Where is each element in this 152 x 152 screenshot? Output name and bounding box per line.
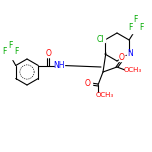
Text: OCH₃: OCH₃ — [96, 92, 114, 98]
Text: F: F — [128, 22, 132, 31]
Text: NH: NH — [54, 61, 65, 70]
Text: O: O — [119, 54, 125, 62]
Bar — [127, 52, 134, 57]
Text: F: F — [9, 41, 13, 50]
Text: N: N — [127, 50, 133, 59]
Bar — [95, 36, 105, 41]
Bar — [85, 81, 92, 86]
Text: Cl: Cl — [96, 35, 104, 43]
Text: F: F — [139, 22, 143, 31]
Text: O: O — [85, 79, 91, 88]
Bar — [97, 93, 113, 97]
Bar — [126, 19, 148, 33]
Bar — [0, 44, 22, 59]
Bar — [45, 52, 52, 57]
Bar — [55, 63, 64, 68]
Bar — [119, 55, 126, 60]
Bar — [125, 67, 141, 73]
Text: F: F — [15, 47, 19, 56]
Text: F: F — [133, 16, 137, 24]
Text: F: F — [3, 47, 7, 56]
Text: O: O — [45, 50, 51, 59]
Text: OCH₃: OCH₃ — [124, 67, 142, 73]
